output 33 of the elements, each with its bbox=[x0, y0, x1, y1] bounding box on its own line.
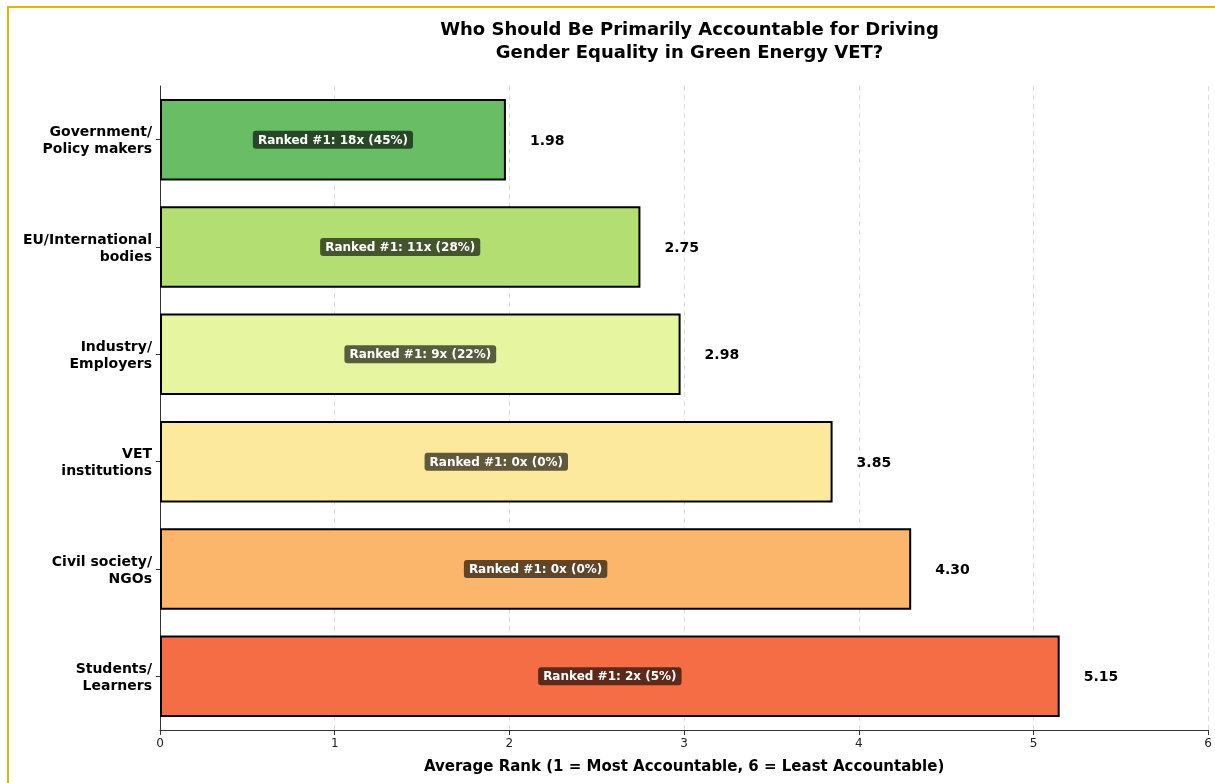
annotation: Ranked #1: 0x (0%) bbox=[429, 454, 564, 469]
x-tick-label: 3 bbox=[680, 736, 688, 750]
bar bbox=[160, 420, 833, 503]
x-tick-label: 1 bbox=[330, 736, 339, 750]
bar bbox=[160, 528, 912, 610]
x-tick-label: 6 bbox=[1204, 736, 1212, 750]
annotation: Ranked #1: 9x (22%) bbox=[349, 347, 492, 362]
data-label: 2.98 bbox=[704, 346, 740, 363]
y-tick-label: Government/ Policy makers bbox=[42, 123, 153, 157]
bar bbox=[160, 313, 681, 396]
bar bbox=[160, 206, 641, 288]
y-tick-label: EU/International bodies bbox=[22, 230, 152, 264]
data-label: 3.85 bbox=[856, 453, 892, 470]
chart-title: Who Should Be Primarily Accountable for Driving Gender Equality in Green Energy VET? bbox=[440, 18, 939, 62]
x-axis-title: Average Rank (1 = Most Accountable, 6 = Least Accountable) bbox=[423, 756, 945, 775]
data-label: 4.30 bbox=[935, 561, 970, 577]
data-label: 2.75 bbox=[664, 239, 699, 255]
y-tick-label: Students/ Learners bbox=[75, 659, 153, 693]
annotation: Ranked #1: 0x (0%) bbox=[468, 562, 603, 576]
data-label: 1.98 bbox=[529, 131, 565, 148]
data-label: 5.15 bbox=[1083, 668, 1119, 685]
y-tick-label: VET institutions bbox=[61, 445, 153, 479]
x-tick-label: 5 bbox=[1029, 736, 1038, 750]
annotation: Ranked #1: 2x (5%) bbox=[543, 669, 677, 684]
bar bbox=[160, 635, 1060, 718]
annotation: Ranked #1: 18x (45%) bbox=[257, 132, 409, 147]
x-tick-label: 2 bbox=[505, 736, 514, 750]
bar bbox=[160, 98, 506, 181]
annotation: Ranked #1: 11x (28%) bbox=[325, 240, 476, 254]
y-tick-label: Civil society/ NGOs bbox=[51, 552, 153, 586]
y-tick-label: Industry/ Employers bbox=[69, 337, 153, 371]
x-tick-label: 4 bbox=[854, 736, 863, 750]
x-tick-label: 0 bbox=[156, 736, 164, 750]
